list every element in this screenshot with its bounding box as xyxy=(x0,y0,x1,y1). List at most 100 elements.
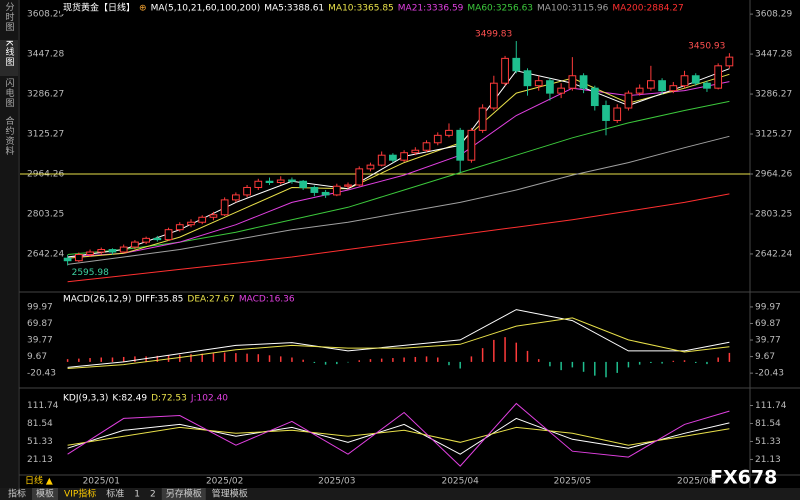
y-tick-label-left: -20.43 xyxy=(27,369,56,379)
header-bg xyxy=(60,2,688,14)
y-tick-label-right: 99.97 xyxy=(755,302,781,312)
candle-body xyxy=(86,251,94,255)
candle-body xyxy=(355,168,364,186)
header-text: MA100:3115.96 xyxy=(537,4,609,14)
extreme-label: 3499.83 xyxy=(475,30,512,40)
candle-body xyxy=(613,107,622,121)
y-tick-label-right: 3286.27 xyxy=(755,90,792,100)
candle-body xyxy=(243,186,251,196)
header-text: K:82.49 xyxy=(112,394,147,404)
candle-body xyxy=(467,129,476,161)
logo: FX678 xyxy=(710,467,777,489)
candle-body xyxy=(299,180,308,188)
toolbar-tab[interactable]: 2 xyxy=(150,490,156,500)
candle-body xyxy=(131,241,139,248)
y-tick-label-left: 81.54 xyxy=(27,419,53,429)
candle-body xyxy=(108,249,117,253)
candle-body xyxy=(489,82,498,109)
y-tick-label-right: 21.13 xyxy=(755,455,781,465)
indicator-line xyxy=(67,135,730,265)
candle-body xyxy=(624,92,633,109)
candle-body xyxy=(680,75,689,87)
sidebar-active xyxy=(0,40,18,76)
period[interactable]: 日线 ▲ xyxy=(25,475,53,487)
header-bg xyxy=(60,392,233,404)
candle-body xyxy=(546,80,554,94)
toolbar-tab[interactable]: 指标 xyxy=(8,488,26,500)
toolbar-tab[interactable]: 模板 xyxy=(36,488,54,500)
candle-body xyxy=(187,221,195,226)
toolbar-tab[interactable]: 管理模板 xyxy=(212,488,248,500)
candle-body xyxy=(276,179,285,184)
header-text: DIFF:35.85 xyxy=(135,295,183,305)
candle-body xyxy=(220,199,229,216)
y-tick-label-left: 9.67 xyxy=(27,352,47,362)
candle-body xyxy=(725,56,734,67)
header-text: J:102.40 xyxy=(190,394,228,404)
candle-body xyxy=(635,87,644,94)
header-text: MA200:2884.27 xyxy=(612,4,683,14)
candle-body xyxy=(288,179,296,182)
candle-body xyxy=(703,82,711,89)
indicator-line xyxy=(67,193,730,283)
y-tick-label-right: 2964.26 xyxy=(755,169,792,179)
toolbar-tab-bg xyxy=(32,488,59,500)
candle-body xyxy=(164,229,173,241)
y-tick-label-right: 3608.29 xyxy=(755,10,792,20)
toolbar-tab[interactable]: 1 xyxy=(134,490,140,500)
indicator-line xyxy=(67,309,730,368)
y-tick-label-left: 21.13 xyxy=(27,455,53,465)
candle-body xyxy=(332,185,341,196)
candle-body xyxy=(512,57,521,72)
candle-body xyxy=(602,105,610,121)
y-tick-label-right: 69.87 xyxy=(755,319,781,329)
candle-body xyxy=(366,164,375,170)
candle-body xyxy=(658,80,666,92)
y-tick-label-left: 69.87 xyxy=(27,319,53,329)
header-text: D:72.53 xyxy=(151,394,187,404)
candle-body xyxy=(63,257,72,262)
sidebar-tab[interactable]: 合约资料 xyxy=(4,115,15,156)
sidebar-tab[interactable]: 分时图 xyxy=(4,2,15,32)
candle-body xyxy=(377,154,386,166)
y-tick-label-right: 3447.28 xyxy=(755,50,792,60)
header-text: MA10:3365.85 xyxy=(328,4,394,14)
x-tick-label: 2025/01 xyxy=(83,477,120,487)
toolbar-tab-bg xyxy=(161,488,206,500)
x-tick-label: 2025/05 xyxy=(554,477,591,487)
candle-body xyxy=(344,184,352,187)
y-tick-label-right: -20.43 xyxy=(755,369,784,379)
x-tick-label: 2025/06 xyxy=(677,477,715,487)
toolbar-tab[interactable]: VIP指标 xyxy=(64,488,96,500)
y-tick-label-right: 111.74 xyxy=(755,401,787,411)
candle-body xyxy=(647,80,655,89)
candle-body xyxy=(523,70,532,87)
candle-body xyxy=(175,224,184,231)
sidebar-tab[interactable]: 闪电图 xyxy=(4,78,15,108)
toolbar-tab[interactable]: 另存模板 xyxy=(166,488,202,500)
y-tick-label-left: 3286.27 xyxy=(27,90,64,100)
header-text: MA(5,10,21,60,100,200) xyxy=(151,4,261,14)
x-tick-label: 2025/04 xyxy=(441,477,479,487)
y-tick-label-left: 2803.25 xyxy=(27,209,64,219)
indicator-line xyxy=(67,402,730,467)
toolbar-tab[interactable]: 标准 xyxy=(106,488,124,500)
candle-body xyxy=(254,180,263,188)
sidebar-tab[interactable]: K线图 xyxy=(4,40,15,67)
candle-body xyxy=(422,142,431,151)
candle-body xyxy=(445,129,453,136)
candle-body xyxy=(590,87,599,107)
header-text: ⊕ xyxy=(139,4,147,14)
y-tick-label-right: 9.67 xyxy=(755,352,775,362)
y-tick-label-left: 3608.29 xyxy=(27,10,64,20)
header-text: MA21:3336.59 xyxy=(398,4,464,14)
y-tick-label-left: 2642.24 xyxy=(27,249,64,259)
candle-body xyxy=(714,65,723,89)
header-text: KDJ(9,3,3) xyxy=(63,394,108,404)
header-text: MACD:16.36 xyxy=(239,295,295,305)
y-tick-label-right: 2803.25 xyxy=(755,209,792,219)
candle-body xyxy=(142,237,150,243)
candle-body xyxy=(74,253,83,262)
candle-body xyxy=(400,152,408,161)
y-tick-label-left: 51.33 xyxy=(27,437,53,447)
